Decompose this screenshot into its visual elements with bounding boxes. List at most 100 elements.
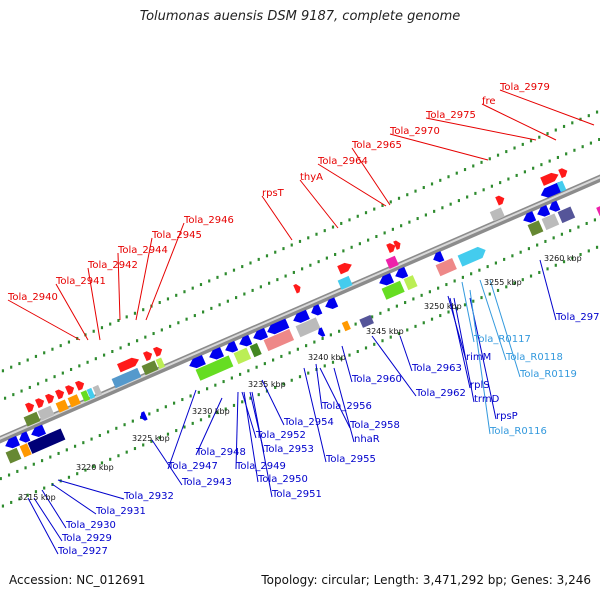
tick-label: 3220 kbp — [76, 463, 114, 472]
gene-feature — [556, 180, 567, 193]
gene-feature — [140, 411, 148, 421]
gene-label: Tola_2940 — [7, 292, 58, 303]
tick-label: 3255 kbp — [484, 278, 522, 287]
gene-feature — [549, 200, 561, 212]
gene-feature — [379, 273, 395, 286]
gene-feature — [31, 424, 47, 437]
leader-line — [479, 279, 507, 361]
gene-label: Tola_2964 — [317, 156, 368, 167]
gene-feature — [359, 314, 374, 328]
gene-feature — [195, 355, 234, 381]
gene-label: Tola_R0119 — [519, 369, 577, 380]
leader-line — [469, 289, 491, 435]
gene-feature — [433, 251, 445, 263]
gene-feature — [403, 275, 418, 291]
gene-feature — [225, 340, 239, 353]
gene-feature — [537, 205, 551, 217]
map-title: Tolumonas auensis DSM 9187, complete gen… — [139, 9, 461, 24]
gene-label: Tola_2945 — [151, 230, 202, 241]
gene-feature — [249, 343, 262, 358]
leader-line — [261, 195, 293, 241]
gene-feature — [239, 334, 253, 347]
leader-line — [41, 489, 67, 529]
gene-feature — [23, 411, 41, 427]
leader-line — [481, 103, 557, 141]
leader-line — [499, 89, 595, 126]
gene-label: Tola_2979 — [499, 82, 550, 93]
gene-label: rpsT — [262, 188, 285, 199]
gene-label: Tola_2971 — [555, 312, 600, 323]
gene-feature — [35, 398, 45, 409]
gene-feature — [341, 320, 351, 332]
leader-line — [27, 497, 59, 555]
leader-line — [351, 147, 391, 206]
gene-feature — [189, 355, 206, 369]
gene-feature — [558, 168, 568, 179]
leader-line — [315, 363, 323, 410]
label-leaders — [7, 89, 595, 555]
gene-label: Tola_2963 — [411, 363, 462, 374]
gene-label: Tola_2956 — [321, 401, 372, 412]
leader-line — [87, 267, 101, 341]
gene-feature — [209, 347, 225, 360]
gene-label: Tola_2953 — [263, 444, 314, 455]
leader-line — [151, 439, 183, 486]
leader-line — [389, 133, 489, 161]
gene-feature — [25, 402, 35, 413]
gene-feature — [267, 318, 290, 335]
leader-line — [167, 389, 197, 470]
leader-line — [539, 259, 557, 321]
gene-label: Tola_R0117 — [473, 334, 531, 345]
gene-label: fre — [482, 96, 496, 107]
gene-feature — [527, 220, 544, 237]
gene-feature — [311, 304, 323, 316]
gene-feature — [489, 207, 505, 222]
gene-label: Tola_2962 — [415, 388, 466, 399]
gene-label: thyA — [300, 172, 323, 183]
tick-label: 3240 kbp — [308, 353, 346, 362]
gene-feature — [337, 275, 353, 290]
gene-label: Tola_2965 — [351, 140, 402, 151]
gene-feature — [540, 182, 563, 198]
gene-label: Tola_2929 — [61, 533, 112, 544]
gene-label: Tola_2958 — [349, 420, 400, 431]
gene-label: Tola_2952 — [255, 430, 306, 441]
leader-line — [145, 222, 185, 321]
gene-feature — [293, 284, 301, 294]
gene-feature — [153, 346, 163, 357]
gene-label: Tola_2975 — [425, 110, 476, 121]
gene-feature — [75, 380, 85, 391]
gene-feature — [395, 266, 409, 279]
gene-feature — [19, 431, 31, 443]
gene-label: Tola_2950 — [257, 474, 308, 485]
gene-feature — [55, 389, 65, 400]
leader-line — [135, 237, 153, 321]
gene-feature — [37, 405, 55, 421]
gene-feature — [317, 327, 326, 337]
gene-feature — [55, 399, 69, 413]
gene-feature — [325, 297, 339, 309]
gene-feature — [435, 258, 457, 277]
gene-label: rimM — [466, 352, 491, 363]
gene-label: Tola_2948 — [195, 447, 246, 458]
accession-label: Accession: NC_012691 — [9, 573, 146, 587]
gene-feature — [155, 357, 166, 370]
gene-feature — [385, 255, 399, 269]
kbp-ticks: 3215 kbp 3220 kbp 3225 kbp 3230 kbp 3235 kbp… — [18, 254, 582, 502]
gene-feature — [541, 213, 560, 231]
genome-backbone — [0, 174, 600, 444]
gene-feature — [19, 443, 32, 458]
gene-label: Tola_2960 — [351, 374, 402, 385]
gene-label: Tola_R0116 — [489, 426, 547, 437]
gene-features — [5, 168, 600, 464]
gene-feature — [557, 206, 576, 224]
gene-feature — [457, 246, 486, 267]
leader-line — [55, 283, 89, 341]
gene-label: nhaR — [354, 434, 380, 445]
leader-line — [303, 367, 327, 463]
gene-feature — [540, 172, 559, 186]
tick-label: 3235 kbp — [248, 380, 286, 389]
tick-label: 3225 kbp — [132, 434, 170, 443]
